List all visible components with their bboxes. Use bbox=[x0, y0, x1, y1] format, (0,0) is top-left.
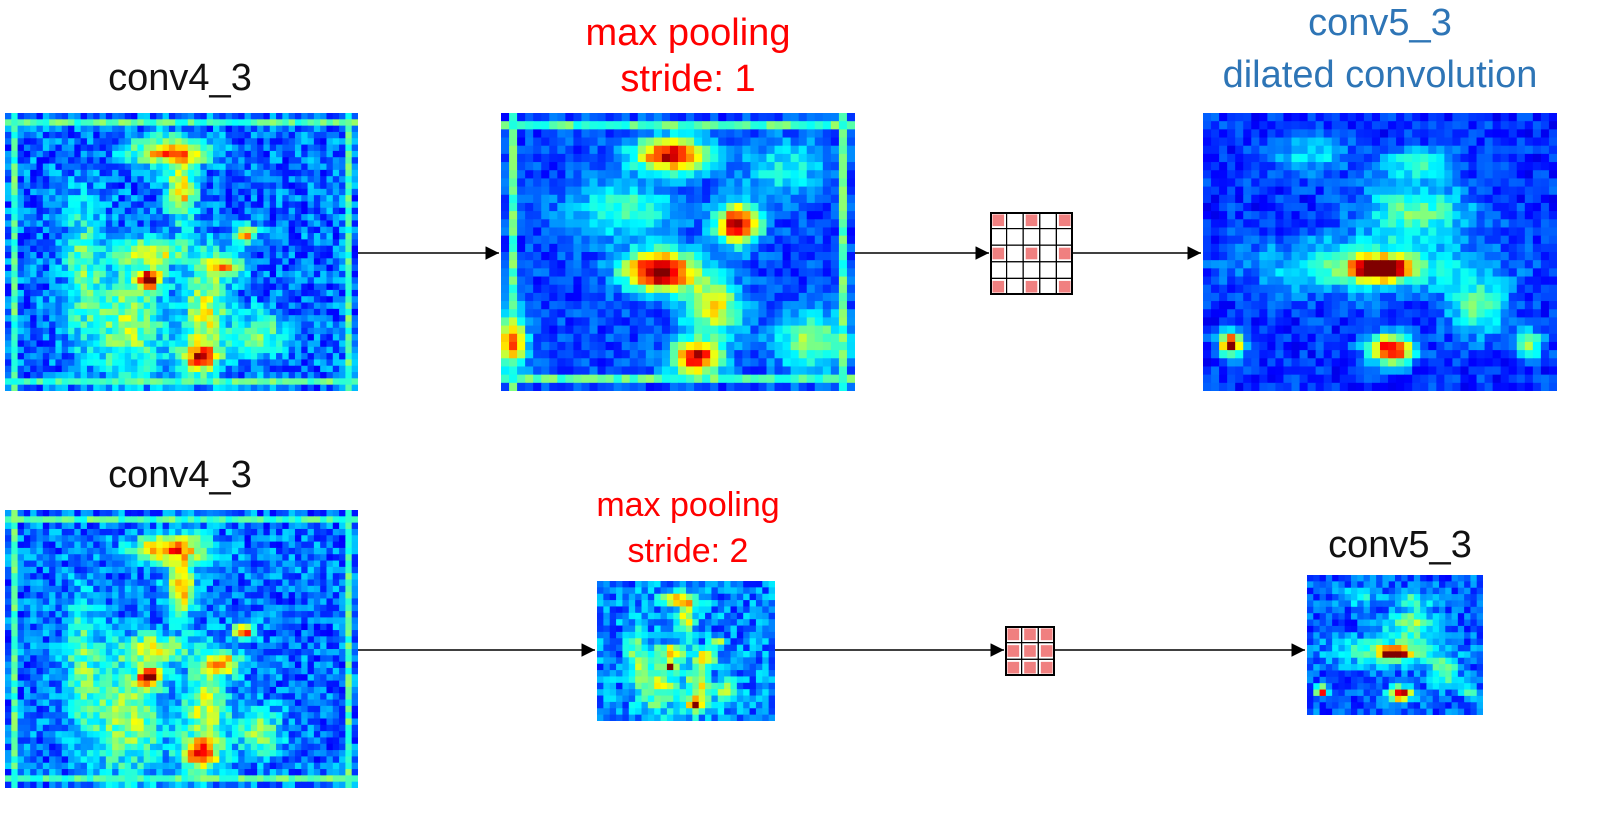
top-output-label-line2: dilated convolution bbox=[1222, 54, 1538, 96]
top-output-label-line1: conv5_3 bbox=[1308, 2, 1452, 44]
top-conv5-3-heatmap bbox=[1203, 113, 1557, 391]
top-input-label: conv4_3 bbox=[108, 57, 252, 99]
bottom-dense-kernel-grid bbox=[1004, 625, 1056, 681]
bottom-conv5-3-heatmap bbox=[1307, 575, 1483, 715]
top-pool-label-line2: stride: 1 bbox=[620, 58, 756, 100]
top-pool-label-line1: max pooling bbox=[585, 12, 791, 54]
bottom-output-label: conv5_3 bbox=[1328, 524, 1472, 566]
top-dilated-kernel-grid bbox=[989, 211, 1074, 300]
bottom-pool-label-line1: max pooling bbox=[596, 486, 780, 524]
top-pooled-heatmap bbox=[501, 113, 855, 391]
bottom-conv4-3-heatmap bbox=[5, 510, 358, 788]
top-conv4-3-heatmap bbox=[5, 113, 358, 391]
bottom-input-label: conv4_3 bbox=[108, 454, 252, 496]
bottom-pooled-heatmap bbox=[597, 581, 775, 721]
bottom-pool-label-line2: stride: 2 bbox=[627, 532, 749, 570]
